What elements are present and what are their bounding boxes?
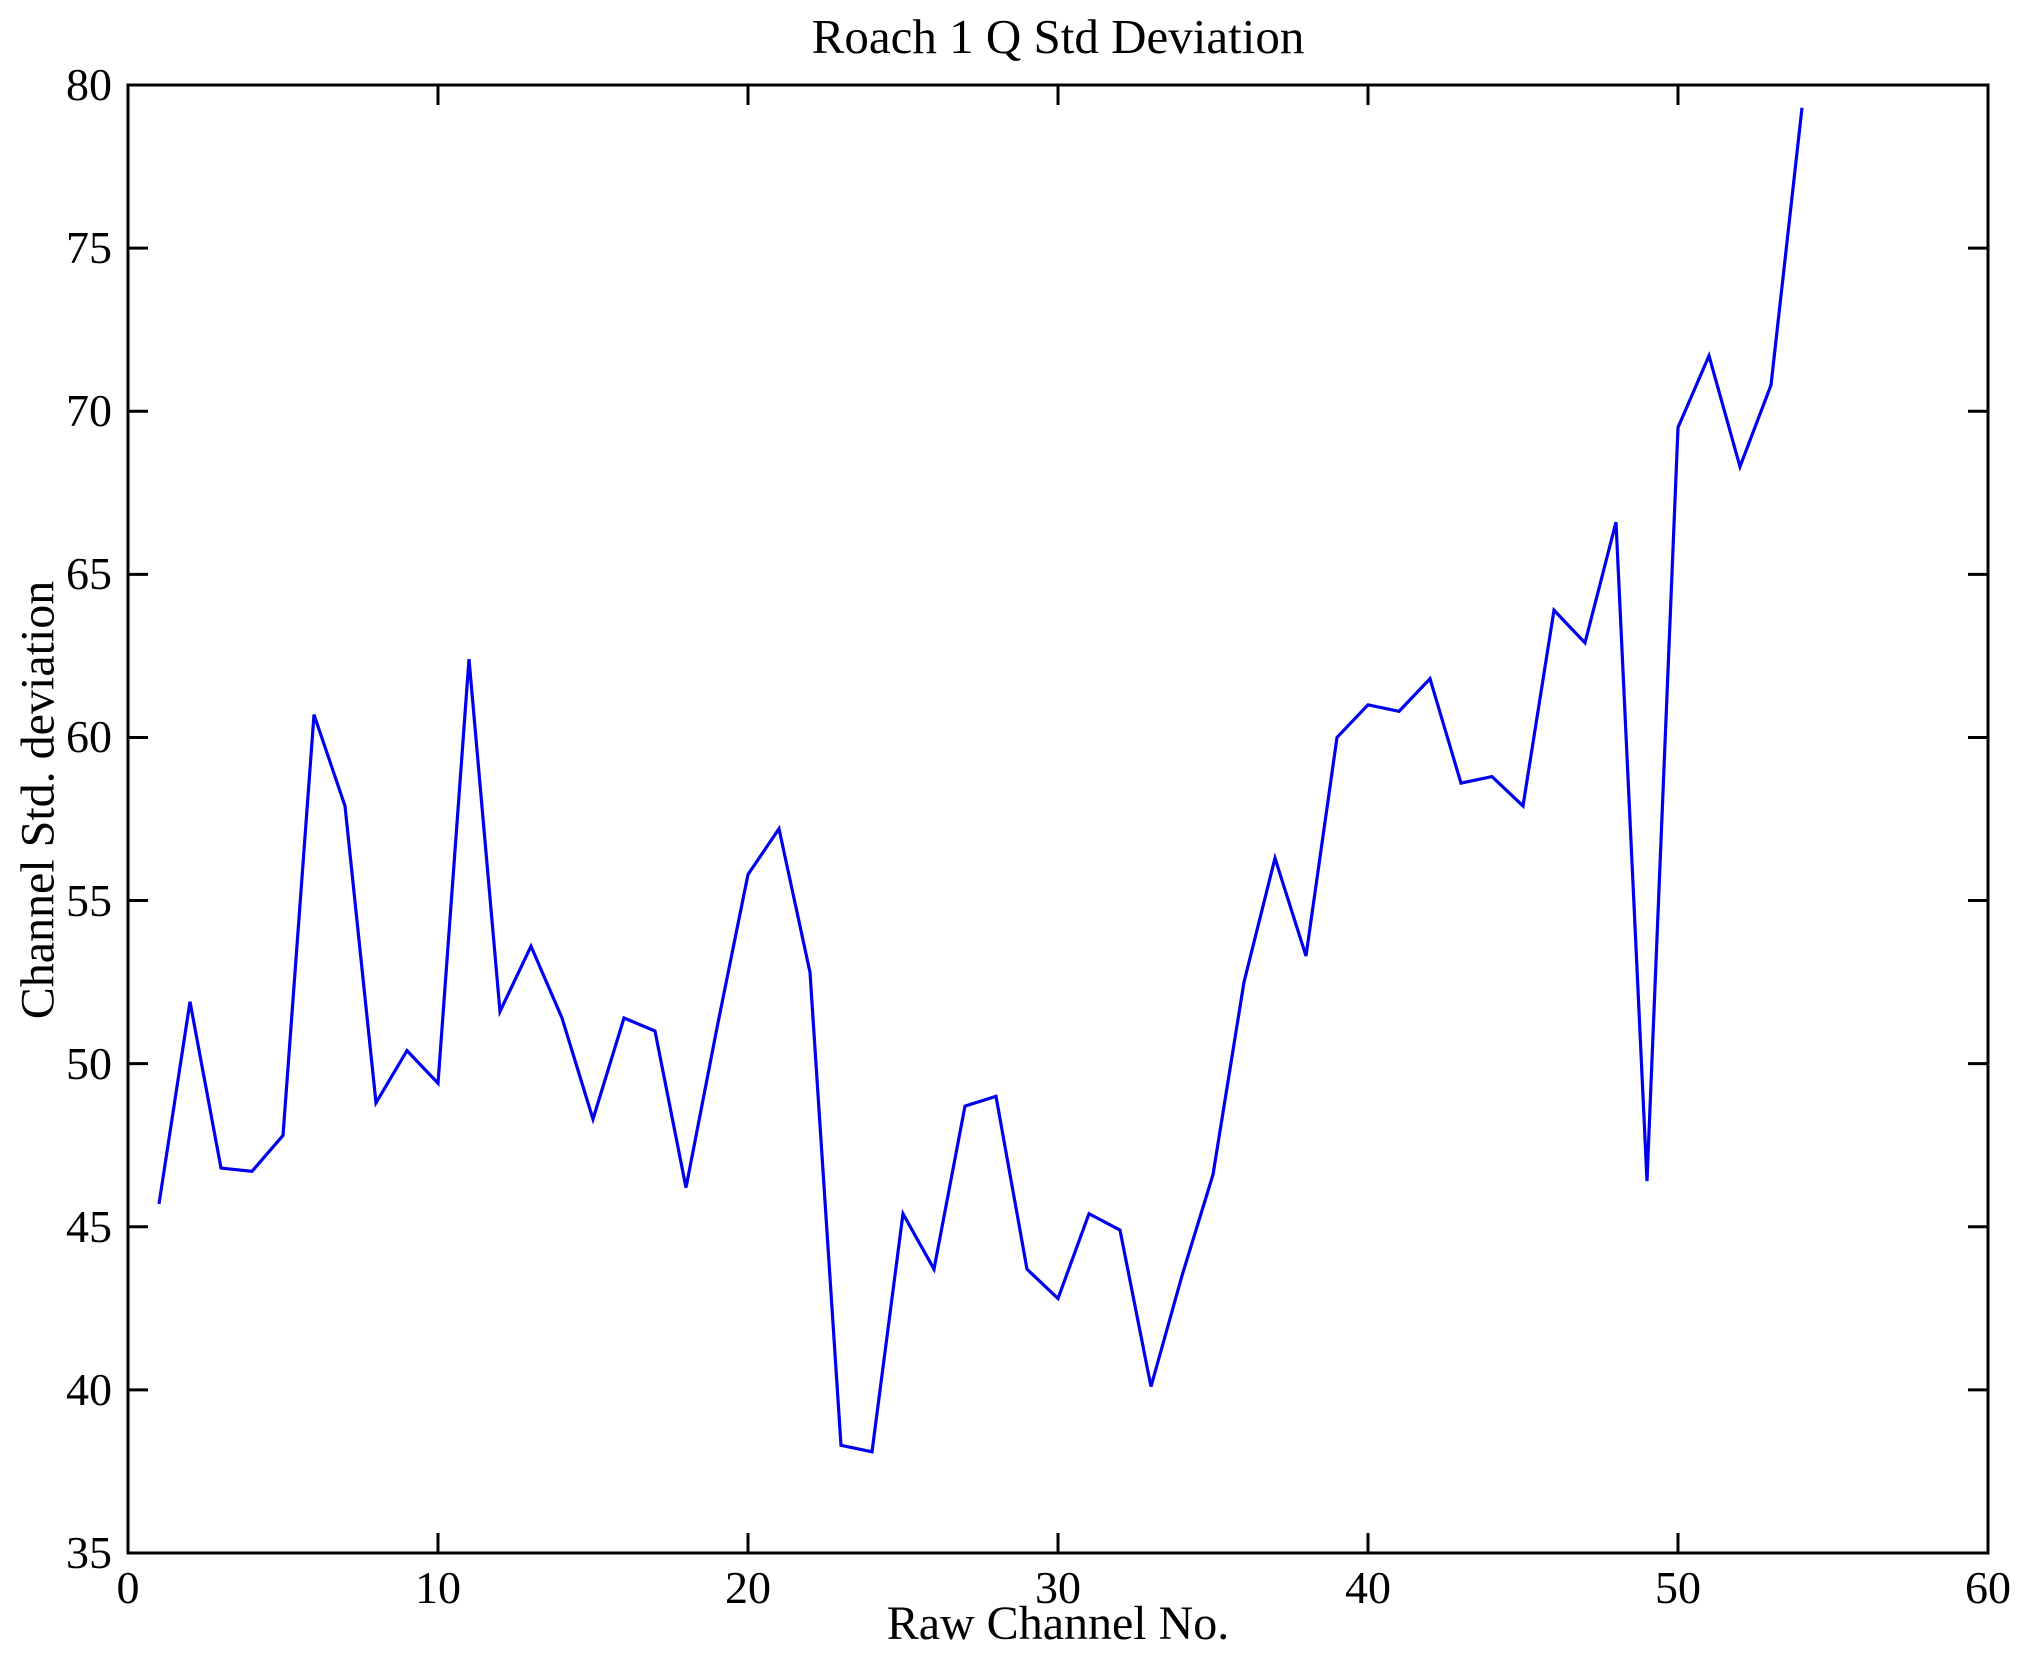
y-tick-label: 60 (66, 711, 112, 763)
x-tick-label: 0 (116, 1562, 140, 1613)
y-tick-label: 65 (66, 548, 112, 600)
x-tick-label: 10 (415, 1562, 461, 1613)
y-tick-label: 70 (66, 385, 112, 437)
x-tick-label: 50 (1655, 1562, 1701, 1613)
data-line (157, 107, 1804, 1454)
y-tick-label: 55 (66, 874, 112, 926)
x-tick-label: 40 (1345, 1562, 1391, 1613)
x-axis-label: Raw Channel No. (886, 1597, 1230, 1650)
y-tick-label: 40 (66, 1363, 112, 1415)
y-tick-label: 45 (66, 1200, 112, 1252)
chart-title: Roach 1 Q Std Deviation (811, 9, 1305, 64)
x-tick-label: 20 (725, 1562, 771, 1613)
x-tick-label: 60 (1965, 1562, 2011, 1613)
y-tick-label: 80 (66, 59, 112, 110)
x-tick-label: 30 (1035, 1562, 1081, 1613)
y-tick-label: 35 (66, 1527, 112, 1578)
y-axis-label: Channel Std. deviation (11, 580, 65, 1020)
axes-box (126, 83, 1990, 1555)
y-tick-label: 75 (66, 222, 112, 274)
y-tick-label: 50 (66, 1037, 112, 1089)
